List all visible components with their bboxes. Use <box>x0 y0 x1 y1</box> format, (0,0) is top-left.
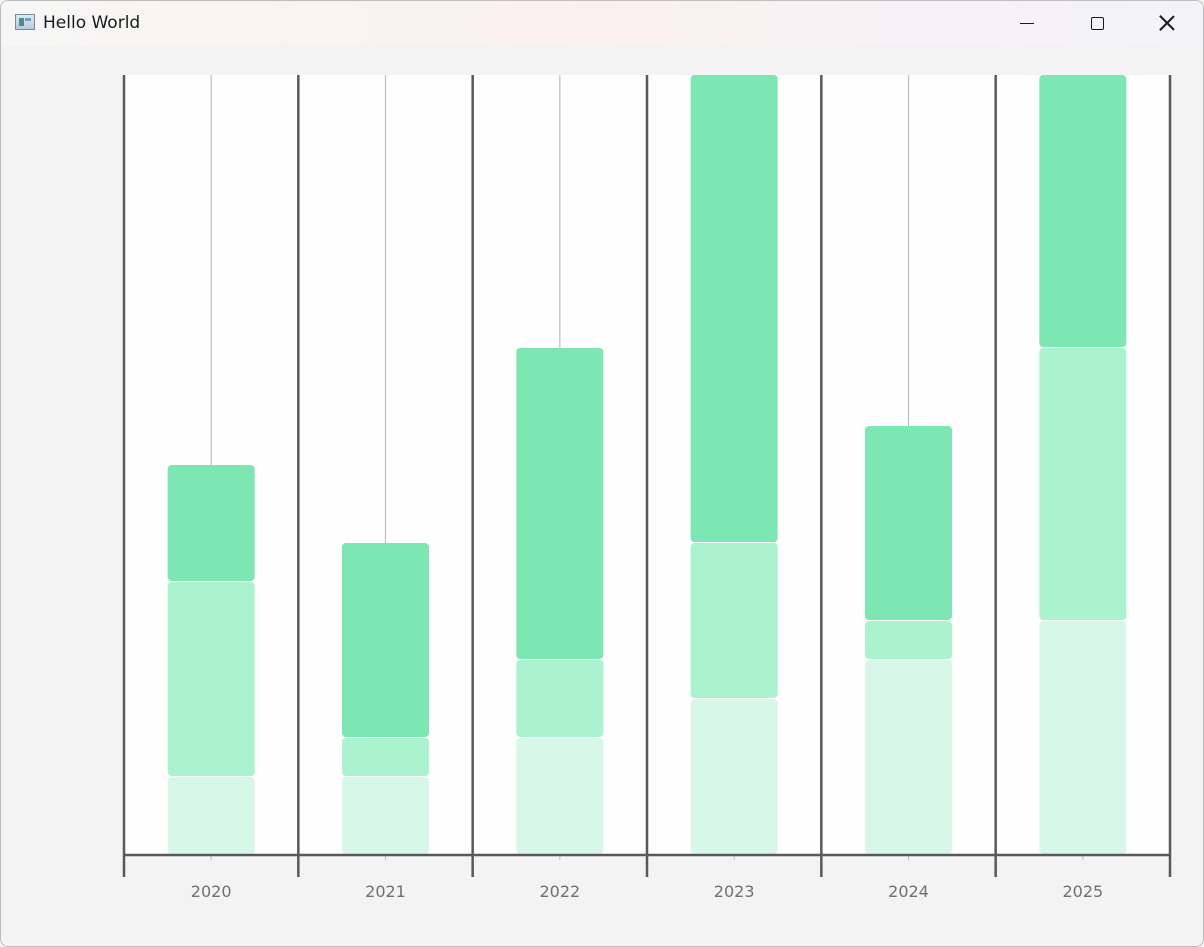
bar-segment-2021-3 <box>342 543 429 737</box>
bar-segment-2025-2 <box>1039 348 1127 620</box>
axes-layer <box>122 75 1172 877</box>
bars-layer <box>167 75 1127 854</box>
x-tick-label-2025: 2025 <box>1062 882 1103 901</box>
bar-segment-2020-2 <box>167 582 255 776</box>
bar-segment-2020-3 <box>167 465 255 581</box>
bar-segment-2023-2 <box>690 543 778 698</box>
bar-segment-2024-2 <box>865 621 952 659</box>
bar-segment-2025-3 <box>1039 75 1127 347</box>
minimize-icon <box>1020 22 1034 24</box>
x-tick-label-2021: 2021 <box>365 882 406 901</box>
bar-segment-2022-2 <box>516 660 604 737</box>
tick-labels-layer: 2020 2021 2022 2023 2024 2025 <box>191 882 1103 901</box>
bar-segment-2022-1 <box>516 738 604 854</box>
bar-segment-2022-3 <box>516 348 604 659</box>
app-window-icon <box>15 14 35 30</box>
x-tick-label-2023: 2023 <box>714 882 755 901</box>
bar-segment-2025-1 <box>1039 621 1127 854</box>
x-tick-label-2024: 2024 <box>888 882 929 901</box>
bar-segment-2023-1 <box>690 699 778 854</box>
bar-segment-2024-1 <box>865 660 952 854</box>
maximize-button[interactable] <box>1063 1 1131 45</box>
x-tick-label-2022: 2022 <box>539 882 580 901</box>
bar-segment-2020-1 <box>167 777 255 854</box>
bar-segment-2021-2 <box>342 738 429 776</box>
minimize-button[interactable] <box>993 1 1061 45</box>
title-bar[interactable]: Hello World <box>1 1 1203 45</box>
window-title: Hello World <box>43 13 141 33</box>
maximize-icon <box>1090 16 1104 30</box>
bar-segment-2023-3 <box>690 75 778 542</box>
x-tick-label-2020: 2020 <box>191 882 232 901</box>
stems-layer <box>210 75 910 543</box>
bar-segment-2024-3 <box>865 426 952 620</box>
bar-segment-2021-1 <box>342 777 429 854</box>
